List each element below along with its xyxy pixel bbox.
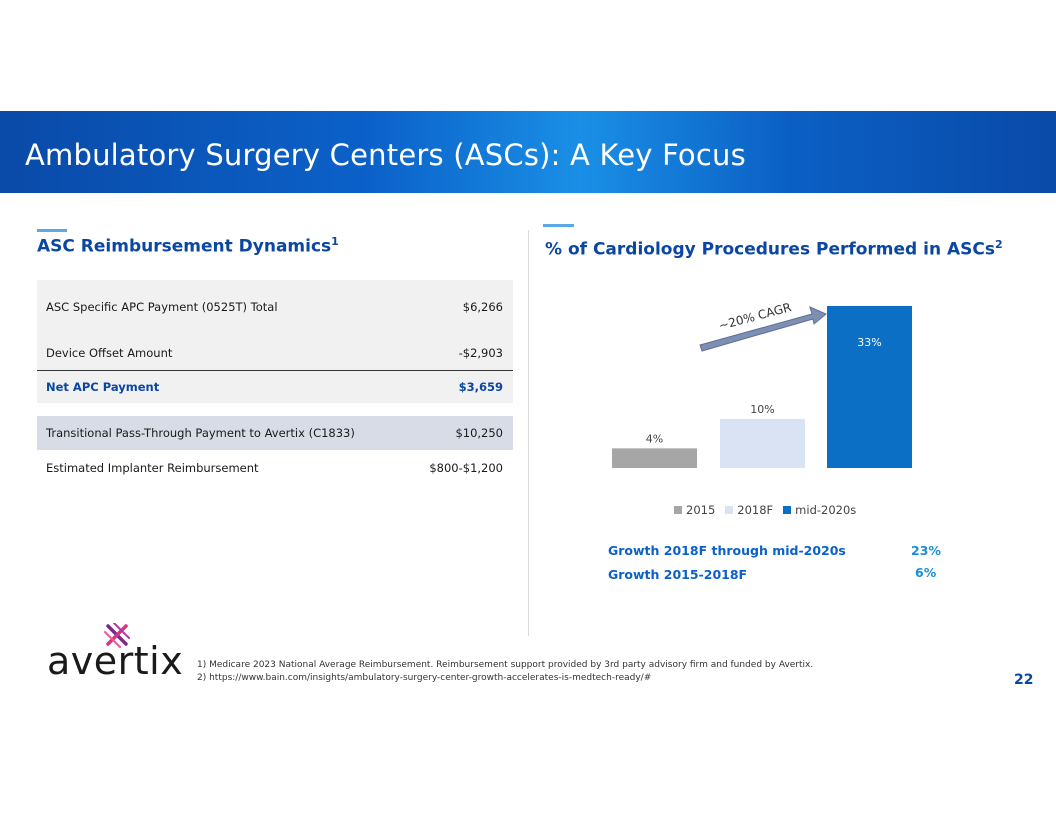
right-section-title-text: % of Cardiology Procedures Performed in … (545, 239, 995, 260)
right-title-footnote-ref: 2 (995, 238, 1003, 251)
row-label: Net APC Payment (46, 380, 160, 394)
table-row: Device Offset Amount -$2,903 (37, 336, 513, 370)
right-accent-bar (543, 224, 574, 227)
reimbursement-table: ASC Specific APC Payment (0525T) Total $… (37, 280, 513, 486)
chart-legend: 2015 2018F mid-2020s (674, 503, 856, 517)
legend-swatch (725, 506, 734, 514)
legend-swatch (674, 506, 682, 514)
bar-2015 (612, 448, 697, 468)
logo-text: avertix (47, 639, 184, 683)
asc-procedures-chart: 4% 10% 33% ~20% CAGR (612, 300, 912, 468)
row-value: $10,250 (455, 426, 503, 440)
right-section-title: % of Cardiology Procedures Performed in … (545, 238, 1003, 260)
page-number: 22 (1014, 672, 1034, 688)
legend-label: mid-2020s (795, 503, 857, 517)
legend-item: 2018F (725, 503, 773, 517)
table-row: Transitional Pass-Through Payment to Ave… (37, 416, 513, 450)
table-row: ASC Specific APC Payment (0525T) Total $… (37, 280, 513, 336)
legend-item: 2015 (674, 503, 715, 517)
legend-label: 2018F (737, 503, 774, 517)
footnote-1: 1) Medicare 2023 National Average Reimbu… (197, 660, 814, 670)
footnote-2: 2) https://www.bain.com/insights/ambulat… (197, 673, 652, 683)
table-gap (37, 403, 513, 416)
row-label: Device Offset Amount (46, 346, 173, 360)
growth-value-2: 6% (915, 565, 937, 580)
cagr-annotation: ~20% CAGR (699, 300, 827, 352)
bar-value-label: 33% (857, 336, 881, 349)
footnotes: 1) Medicare 2023 National Average Reimbu… (197, 659, 813, 685)
bar-value-label: 4% (646, 432, 663, 445)
cagr-arrow-icon (699, 306, 827, 352)
row-label: ASC Specific APC Payment (0525T) Total (46, 300, 278, 314)
bar-value-label: 10% (750, 403, 774, 416)
left-title-footnote-ref: 1 (331, 235, 339, 248)
bar-mid-2020s (827, 306, 912, 468)
row-value: $3,659 (458, 380, 503, 394)
row-value: -$2,903 (458, 346, 503, 360)
row-value: $800-$1,200 (429, 461, 503, 475)
table-row: Estimated Implanter Reimbursement $800-$… (37, 450, 513, 486)
growth-label-1: Growth 2018F through mid-2020s (608, 543, 846, 558)
legend-swatch (783, 506, 792, 514)
page-title: Ambulatory Surgery Centers (ASCs): A Key… (25, 138, 746, 172)
title-banner: Ambulatory Surgery Centers (ASCs): A Key… (0, 111, 1056, 193)
column-divider (528, 230, 529, 636)
avertix-logo: avertix (47, 623, 184, 683)
left-section-title: ASC Reimbursement Dynamics1 (37, 235, 339, 257)
legend-label: 2015 (686, 503, 716, 517)
logo-mark-icon (104, 623, 130, 648)
row-label: Estimated Implanter Reimbursement (46, 461, 259, 475)
row-value: $6,266 (462, 300, 503, 314)
growth-label-2: Growth 2015-2018F (608, 567, 748, 582)
left-section-title-text: ASC Reimbursement Dynamics (37, 236, 332, 257)
row-label: Transitional Pass-Through Payment to Ave… (46, 426, 355, 440)
left-accent-bar (37, 229, 67, 232)
growth-value-1: 23% (911, 543, 941, 558)
table-row-net: Net APC Payment $3,659 (37, 370, 513, 403)
legend-item: mid-2020s (783, 503, 856, 517)
bar-2018f (720, 418, 805, 468)
